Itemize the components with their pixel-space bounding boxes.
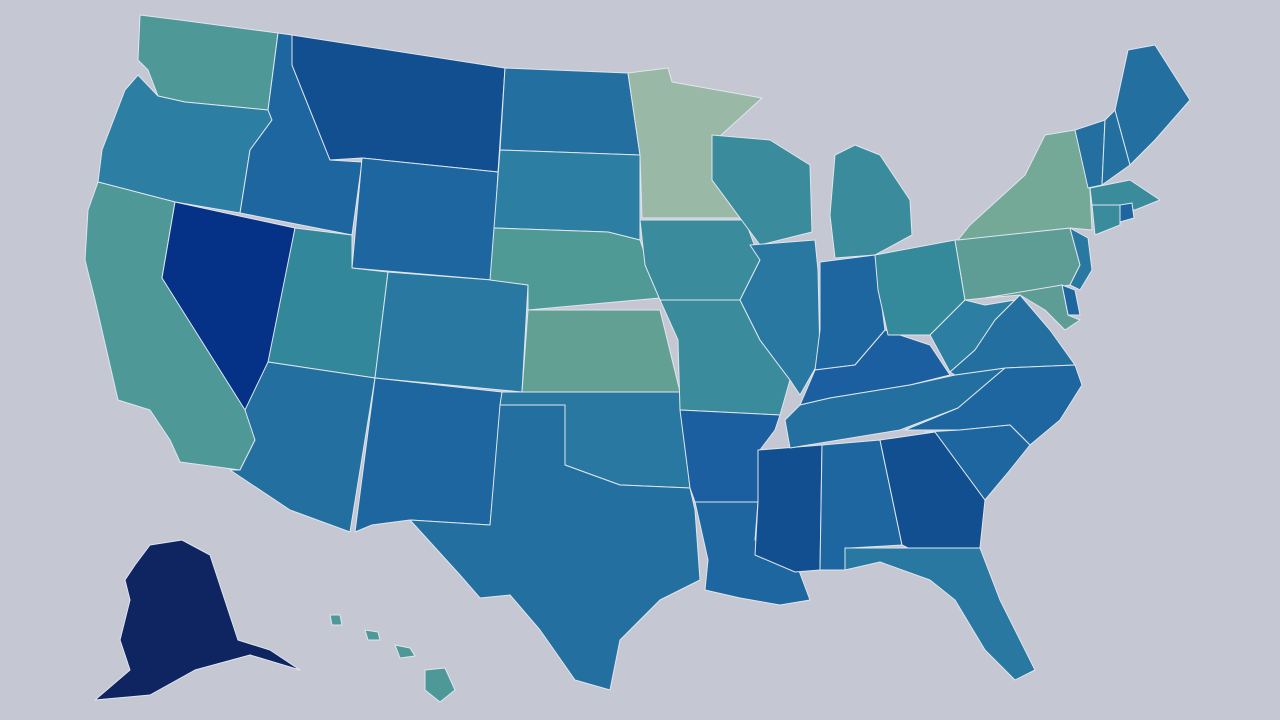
state-ak[interactable] — [94, 539, 301, 701]
state-co[interactable] — [374, 271, 529, 393]
state-ms[interactable] — [754, 444, 823, 573]
state-ne[interactable] — [489, 227, 661, 311]
state-ri[interactable] — [1119, 202, 1135, 223]
state-me[interactable] — [1114, 44, 1191, 166]
state-ks[interactable] — [521, 309, 681, 393]
states-layer — [84, 14, 1191, 703]
state-mi[interactable] — [829, 144, 913, 259]
state-nc[interactable] — [904, 364, 1083, 446]
state-hi[interactable] — [329, 614, 456, 703]
state-sc[interactable] — [924, 424, 1031, 501]
state-tx[interactable] — [409, 404, 701, 691]
state-nj[interactable] — [1069, 227, 1093, 291]
state-va[interactable] — [949, 294, 1076, 376]
state-fl[interactable] — [844, 547, 1036, 681]
state-wy[interactable] — [351, 157, 499, 281]
state-az[interactable] — [229, 361, 376, 533]
state-sd[interactable] — [493, 149, 641, 241]
state-md[interactable] — [984, 284, 1081, 331]
state-il[interactable] — [739, 239, 821, 396]
state-nm[interactable] — [354, 377, 503, 533]
state-ma[interactable] — [1089, 179, 1161, 211]
state-nd[interactable] — [499, 67, 641, 156]
state-wi[interactable] — [711, 134, 813, 246]
state-ct[interactable] — [1091, 204, 1121, 236]
state-ia[interactable] — [639, 219, 761, 301]
